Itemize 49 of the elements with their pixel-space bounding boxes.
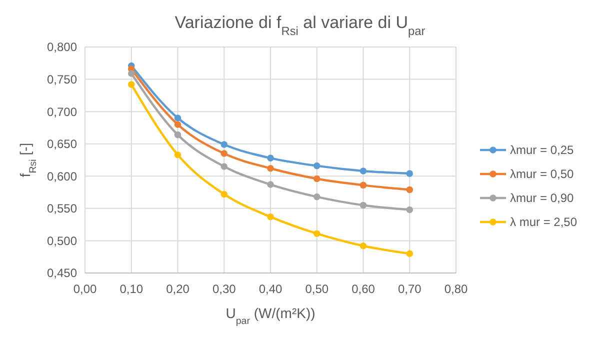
point (313, 162, 320, 170)
point (174, 151, 182, 158)
y-tick-label: 0,450 (46, 266, 78, 280)
point (174, 131, 182, 138)
point (128, 70, 135, 77)
point (360, 242, 367, 250)
x-tick-label: 0,30 (212, 282, 236, 296)
y-tick-label: 0,650 (46, 137, 78, 152)
point (220, 190, 228, 198)
y-tick-label: 0,800 (46, 40, 78, 54)
x-tick-label: 0,50 (305, 282, 329, 296)
x-tick-label: 0,10 (120, 282, 144, 296)
point (220, 150, 228, 157)
point (313, 193, 320, 200)
point (220, 141, 228, 148)
x-tick-label: 0,20 (166, 282, 190, 296)
point (267, 181, 274, 188)
x-tick-label: 0,60 (352, 282, 376, 296)
x-axis-title: U$_{par}$ (W/(m²K)) (226, 305, 316, 326)
point (360, 202, 367, 209)
point (174, 114, 182, 122)
legend-label: λmur = 0,25 (510, 143, 574, 158)
x-tick-label: 0,80 (444, 282, 468, 296)
point (267, 213, 274, 220)
x-tick-label: 0,00 (73, 282, 97, 296)
point (220, 163, 228, 170)
y-tick-label: 0,600 (46, 169, 78, 184)
y-tick-label: 0,550 (46, 202, 78, 216)
point (128, 81, 135, 88)
legend-label: λmur = 0,90 (510, 191, 574, 206)
x-tick-label: 0,70 (398, 282, 422, 296)
point (406, 250, 414, 258)
point (406, 170, 414, 177)
y-tick-label: 0,750 (46, 72, 78, 86)
x-tick-label: 0,40 (258, 282, 282, 296)
point (360, 168, 367, 174)
legend-label: λ mur = 2,50 (510, 215, 578, 230)
point (313, 175, 320, 182)
chart-title: Variazione di f$_{Rsi}$ al variare di U$_{par}$ (174, 13, 426, 38)
point (313, 230, 320, 237)
legend-label: λmur = 0,50 (510, 167, 574, 182)
point (406, 206, 414, 214)
point (267, 154, 274, 162)
point (406, 186, 414, 194)
y-tick-label: 0,500 (46, 234, 78, 248)
point (174, 121, 182, 128)
y-tick-label: 0,700 (46, 104, 78, 119)
point (360, 182, 367, 189)
point (267, 165, 274, 172)
